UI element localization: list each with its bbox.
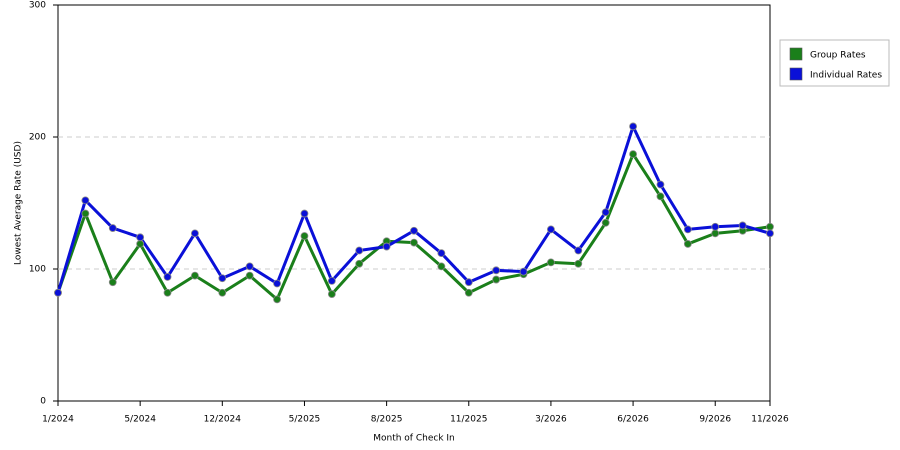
data-point [437, 262, 446, 271]
data-point [574, 259, 583, 268]
data-point [683, 240, 692, 248]
data-point [108, 278, 117, 287]
x-tick-label: 5/2024 [124, 415, 156, 425]
data-point [355, 259, 364, 268]
data-point [437, 249, 446, 258]
y-tick-label: 100 [29, 265, 46, 275]
data-point [300, 232, 309, 240]
x-tick-label: 11/2026 [751, 415, 789, 425]
data-point [464, 278, 473, 287]
data-point [191, 271, 199, 280]
data-point [191, 229, 199, 238]
data-point [656, 192, 665, 201]
legend-swatch [789, 47, 803, 61]
data-point [766, 229, 774, 238]
y-tick-label: 200 [29, 133, 46, 143]
data-point [163, 273, 172, 281]
data-point [629, 122, 637, 131]
data-point [327, 276, 336, 285]
data-point [601, 218, 610, 227]
legend-swatch [789, 67, 803, 81]
y-tick-label: 0 [40, 397, 46, 407]
data-point [601, 208, 610, 217]
data-point [54, 288, 62, 297]
data-point [327, 290, 336, 298]
data-point [218, 288, 227, 297]
data-point [273, 295, 281, 304]
data-point [492, 266, 501, 275]
data-point [547, 258, 555, 267]
data-point [163, 288, 172, 297]
x-tick-label: 8/2025 [371, 415, 403, 425]
y-axis-title: Lowest Average Rate (USD) [14, 141, 24, 265]
data-point [300, 209, 309, 218]
data-point [410, 226, 418, 235]
data-point [711, 222, 720, 231]
data-point [574, 246, 583, 255]
data-point [492, 275, 501, 284]
data-point [355, 246, 364, 255]
data-point [81, 196, 90, 205]
x-tick-label: 11/2025 [450, 415, 487, 425]
x-tick-label: 12/2024 [204, 415, 242, 425]
data-point [547, 225, 555, 234]
data-point [136, 233, 145, 242]
x-tick-label: 5/2025 [289, 415, 321, 425]
data-point [218, 274, 227, 283]
data-point [683, 225, 692, 234]
data-point [464, 288, 473, 297]
data-point [410, 238, 418, 247]
data-point [382, 242, 391, 251]
data-point [766, 222, 774, 231]
x-axis-title: Month of Check In [373, 434, 455, 444]
plot-area [57, 4, 771, 402]
y-tick-label: 300 [29, 1, 46, 11]
data-point [738, 221, 747, 230]
data-point [245, 271, 254, 280]
data-point [629, 150, 637, 159]
x-tick-label: 3/2026 [535, 415, 567, 425]
data-point [711, 229, 720, 238]
data-point [519, 267, 528, 276]
data-point [656, 180, 665, 189]
data-point [136, 240, 145, 248]
data-point [108, 224, 117, 232]
data-point [245, 262, 254, 271]
legend-label: Group Rates [810, 51, 866, 61]
x-tick-label: 9/2026 [699, 415, 731, 425]
x-tick-label: 1/2024 [42, 415, 74, 425]
x-tick-label: 6/2026 [617, 415, 649, 425]
legend-label: Individual Rates [810, 71, 882, 81]
data-point [81, 209, 90, 218]
data-point [273, 279, 281, 288]
